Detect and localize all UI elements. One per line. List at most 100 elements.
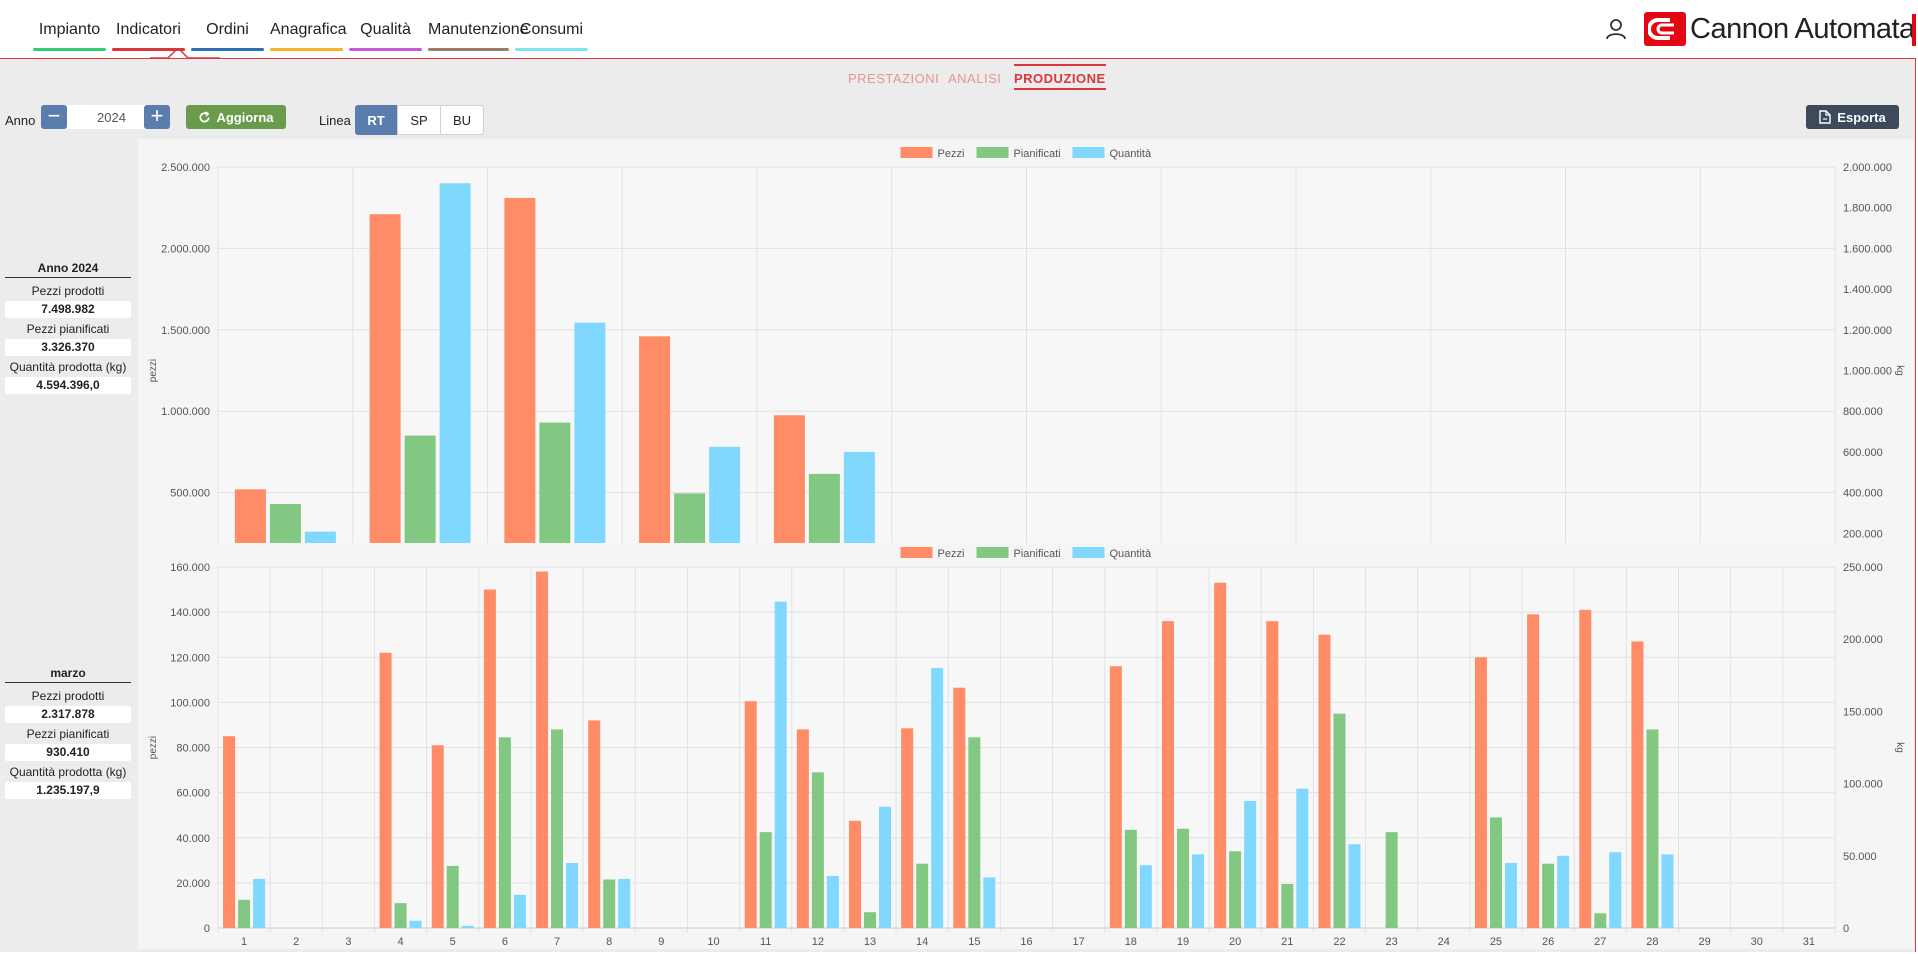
anno-label: Anno — [5, 113, 36, 128]
yearly-bar-pezzi — [639, 336, 671, 574]
yearly-ylabel-right: kg — [1894, 365, 1905, 376]
daily-xtick-label: 7 — [554, 936, 560, 948]
daily-bar-quantit — [1139, 865, 1152, 928]
nav-qualita-label: Qualità — [360, 21, 411, 38]
daily-ytick-label: 80.000 — [176, 743, 210, 755]
yearly-ytick-label: 1.500.000 — [161, 325, 210, 337]
daily-bar-pianificati — [446, 865, 459, 928]
daily-xtick-label: 24 — [1438, 936, 1450, 948]
daily-ytick-right-label: 150.000 — [1843, 706, 1883, 718]
yearly-bar-quantit — [439, 183, 471, 574]
nav-impianto[interactable]: Impianto — [33, 21, 106, 51]
daily-bar-pezzi — [849, 820, 862, 928]
daily-bar-pianificati — [1542, 863, 1555, 928]
month-summary: marzo Pezzi prodotti 2.317.878 Pezzi pia… — [5, 666, 131, 799]
yearly-ytick-right-label: 1.400.000 — [1843, 284, 1892, 296]
daily-xtick-label: 5 — [450, 936, 456, 948]
month-pezzi-pianificati-value: 930.410 — [5, 744, 131, 761]
daily-xtick-label: 21 — [1281, 936, 1293, 948]
daily-bar-pezzi — [1631, 641, 1644, 928]
nav-consumi-underline — [515, 48, 588, 51]
yearly-legend-label: Pianificati — [1014, 148, 1061, 160]
daily-bar-quantit — [566, 863, 579, 928]
daily-xtick-label: 16 — [1020, 936, 1032, 948]
tab-prestazioni[interactable]: PRESTAZIONI — [848, 71, 940, 86]
daily-ytick-right-label: 250.000 — [1843, 562, 1883, 574]
yearly-ytick-right-label: 400.000 — [1843, 488, 1883, 500]
daily-xtick-label: 19 — [1177, 936, 1189, 948]
nav-qualita[interactable]: Qualità — [349, 21, 422, 51]
yearly-chart-svg: 0500.0001.000.0001.500.0002.000.0002.500… — [148, 147, 1905, 594]
daily-bar-pianificati — [1333, 713, 1346, 928]
year-input[interactable] — [67, 105, 156, 129]
daily-bar-pianificati — [811, 772, 824, 928]
nav-consumi[interactable]: Consumi — [515, 21, 588, 51]
daily-ytick-right-label: 200.000 — [1843, 634, 1883, 646]
daily-xtick-label: 31 — [1803, 936, 1815, 948]
year-pezzi-prodotti-label: Pezzi prodotti — [31, 284, 105, 298]
daily-bar-quantit — [1609, 852, 1622, 928]
nav-ordini[interactable]: Ordini — [191, 21, 264, 51]
nav-manutenzione[interactable]: Manutenzione — [428, 21, 529, 51]
tab-analisi[interactable]: ANALISI — [948, 71, 1002, 86]
refresh-button[interactable]: Aggiorna — [186, 105, 286, 129]
year-decrement-button[interactable]: − — [41, 105, 67, 129]
nav-anagrafica[interactable]: Anagrafica — [270, 21, 347, 51]
daily-bar-pianificati — [1229, 851, 1242, 928]
daily-ytick-label: 20.000 — [176, 878, 210, 890]
daily-bar-pianificati — [1489, 817, 1502, 928]
daily-xtick-label: 25 — [1490, 936, 1502, 948]
daily-legend-label: Quantità — [1110, 548, 1152, 560]
daily-ytick-label: 0 — [204, 923, 210, 935]
linea-label: Linea — [319, 113, 351, 128]
daily-bar-quantit — [253, 878, 266, 928]
brand-logo: Cannon Automata — [1644, 12, 1915, 46]
linea-rt-button[interactable]: RT — [355, 105, 397, 135]
daily-xtick-label: 12 — [812, 936, 824, 948]
daily-bar-pianificati — [603, 879, 616, 928]
year-increment-button[interactable]: + — [144, 105, 170, 129]
main-panel: PRESTAZIONI ANALISI PRODUZIONE Anno − + … — [0, 58, 1916, 952]
daily-bar-pianificati — [498, 737, 511, 928]
linea-sp-button[interactable]: SP — [397, 105, 441, 135]
subtabs: PRESTAZIONI ANALISI PRODUZIONE — [0, 64, 1915, 91]
daily-xtick-label: 9 — [658, 936, 664, 948]
daily-ytick-label: 100.000 — [170, 697, 210, 709]
nav-impianto-underline — [33, 48, 106, 51]
daily-xtick-label: 29 — [1698, 936, 1710, 948]
user-icon[interactable] — [1603, 16, 1629, 42]
daily-xtick-label: 1 — [241, 936, 247, 948]
yearly-ytick-label: 2.000.000 — [161, 243, 210, 255]
daily-bar-quantit — [1504, 863, 1517, 928]
daily-ytick-right-label: 0 — [1843, 923, 1849, 935]
daily-bar-pezzi — [1109, 666, 1122, 928]
nav-anagrafica-underline — [270, 48, 343, 51]
nav-indicatori[interactable]: Indicatori — [112, 21, 185, 51]
refresh-icon — [199, 110, 210, 122]
daily-ylabel: pezzi — [148, 736, 159, 759]
export-button[interactable]: Esporta — [1806, 105, 1899, 129]
linea-bu-button[interactable]: BU — [440, 105, 484, 135]
nav-indicatori-underline — [112, 48, 185, 51]
nav-ordini-label: Ordini — [206, 21, 249, 38]
tab-produzione[interactable]: PRODUZIONE — [1014, 64, 1106, 90]
nav-ordini-underline — [191, 48, 264, 51]
daily-bar-pezzi — [1474, 657, 1487, 928]
yearly-bar-quantit — [574, 322, 606, 574]
daily-legend-swatch — [976, 547, 1009, 558]
daily-xtick-label: 13 — [864, 936, 876, 948]
daily-bar-quantit — [983, 877, 996, 928]
daily-ytick-right-label: 100.000 — [1843, 779, 1883, 791]
daily-ytick-label: 140.000 — [170, 607, 210, 619]
daily-xtick-label: 17 — [1073, 936, 1085, 948]
daily-ytick-right-label: 50.000 — [1843, 851, 1877, 863]
daily-bar-pianificati — [1594, 913, 1607, 928]
daily-bar-pianificati — [394, 903, 407, 928]
daily-xtick-label: 6 — [502, 936, 508, 948]
yearly-ytick-right-label: 1.000.000 — [1843, 366, 1892, 378]
daily-xtick-label: 18 — [1125, 936, 1137, 948]
daily-bar-quantit — [931, 668, 944, 928]
yearly-bar-pezzi — [369, 214, 401, 574]
daily-bar-pianificati — [864, 912, 877, 928]
daily-bar-quantit — [1348, 844, 1361, 928]
